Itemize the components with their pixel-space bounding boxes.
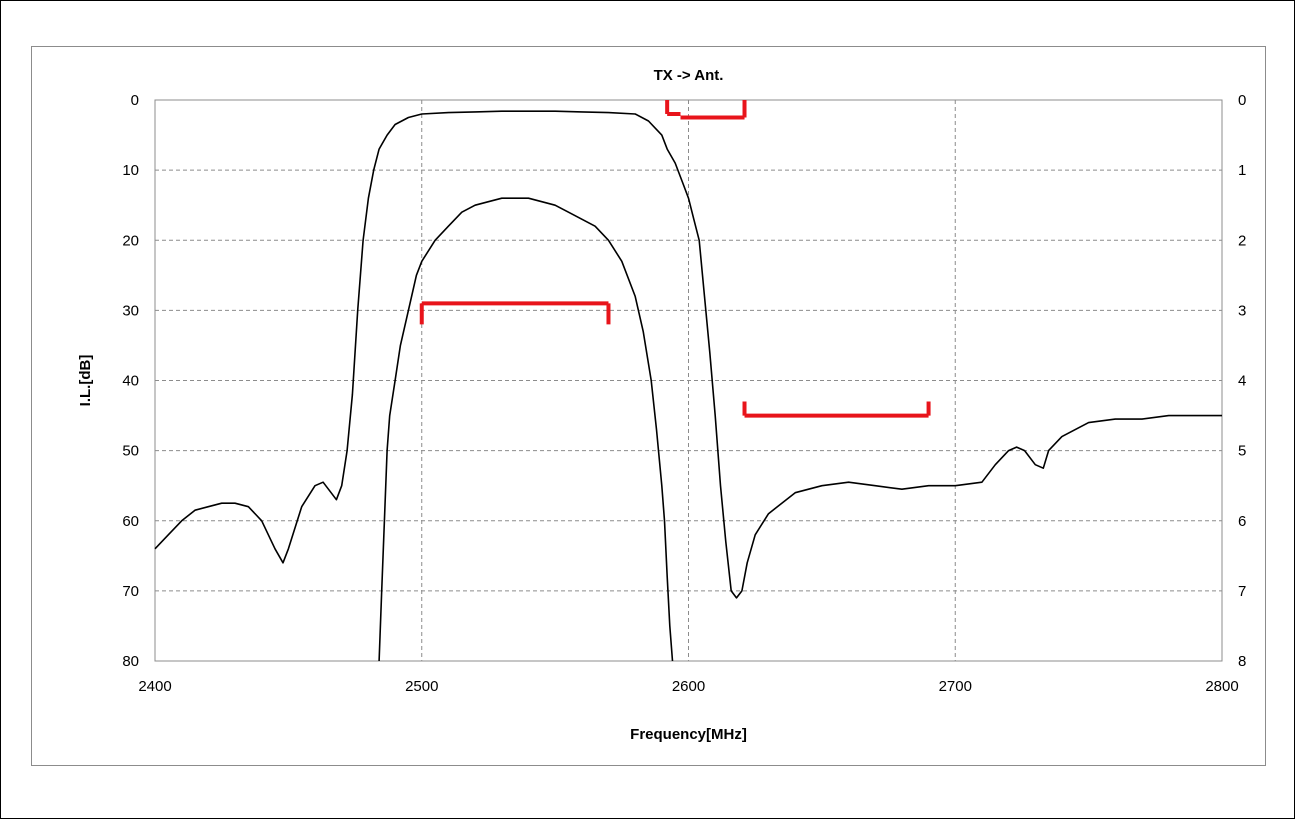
chart-area [31, 46, 1266, 766]
spec-marker-layer [419, 100, 931, 418]
spec-marker [665, 100, 681, 117]
chart-title: TX -> Ant. [654, 67, 724, 84]
x-axis-title: Frequency[MHz] [630, 726, 747, 743]
x-tick-label: 2400 [138, 678, 171, 695]
y2-tick-label: 1 [1238, 162, 1246, 179]
series-layer [154, 110, 1222, 662]
y2-tick-label: 8 [1238, 653, 1246, 670]
x-tick-label: 2700 [939, 678, 972, 695]
y-axis-title: I.L.[dB] [77, 355, 94, 407]
y-tick-label: 70 [122, 583, 139, 600]
series-line-1 [154, 110, 1222, 599]
tick-label-layer: 0 10 20 30 40 50 60 70 80 0 1 2 3 4 5 6 7 8 2400 2500 2600 27… [122, 92, 1246, 695]
y2-tick-label: 5 [1238, 443, 1246, 460]
y-tick-label: 30 [122, 302, 139, 319]
y-tick-label: 0 [131, 92, 139, 109]
y2-tick-label: 6 [1238, 513, 1246, 530]
x-tick-label: 2500 [405, 678, 438, 695]
series-line-2 [378, 197, 674, 662]
spec-marker [419, 301, 611, 325]
y-tick-label: 10 [122, 162, 139, 179]
y-tick-label: 20 [122, 232, 139, 249]
grid-layer [155, 100, 1222, 661]
y-tick-label: 80 [122, 653, 139, 670]
y2-tick-label: 3 [1238, 302, 1246, 319]
y2-tick-label: 4 [1238, 373, 1246, 390]
spec-marker [742, 401, 931, 418]
plot-area-border [154, 99, 1223, 662]
y-tick-label: 50 [122, 443, 139, 460]
y-tick-label: 60 [122, 513, 139, 530]
y2-tick-label: 0 [1238, 92, 1246, 109]
y2-tick-label: 2 [1238, 232, 1246, 249]
y-tick-label: 40 [122, 373, 139, 390]
spec-marker [680, 100, 747, 120]
x-tick-label: 2800 [1205, 678, 1238, 695]
x-tick-label: 2600 [672, 678, 705, 695]
y2-tick-label: 7 [1238, 583, 1246, 600]
